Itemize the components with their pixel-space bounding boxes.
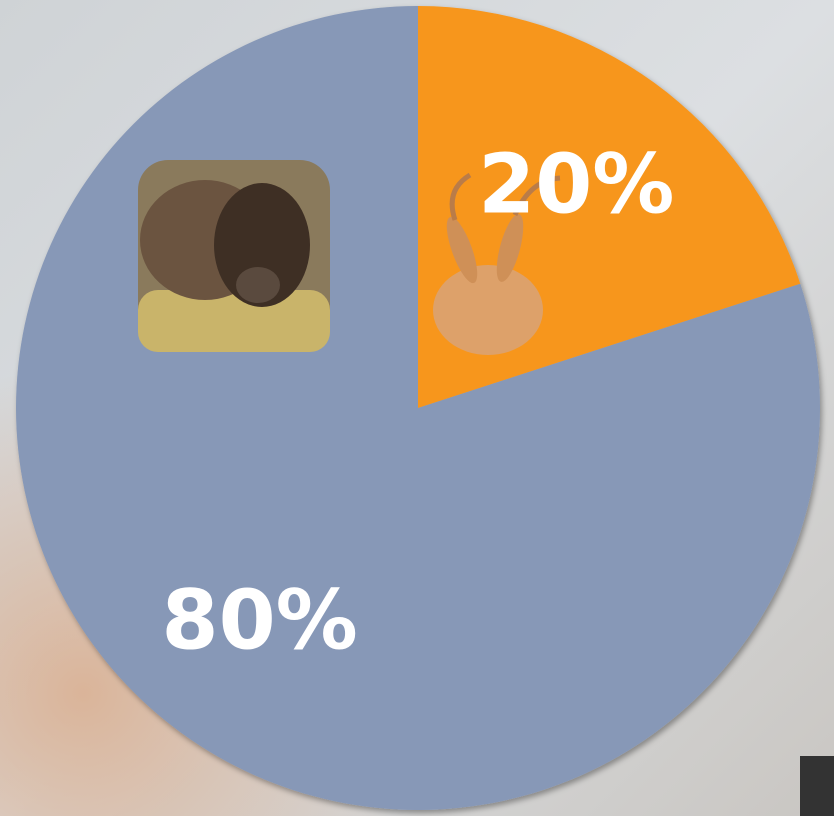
value-label: 80% [162, 573, 358, 668]
labels: 20% 80% [162, 138, 675, 669]
bison-image [138, 160, 330, 352]
jackalope-image [433, 172, 561, 355]
value-label: 20% [478, 138, 674, 233]
corner-icon [800, 756, 834, 816]
pie [15, 6, 820, 810]
